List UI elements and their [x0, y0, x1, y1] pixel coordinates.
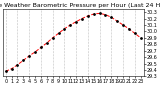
Title: Milwaukee Weather Barometric Pressure per Hour (Last 24 Hours): Milwaukee Weather Barometric Pressure pe…	[0, 3, 160, 8]
